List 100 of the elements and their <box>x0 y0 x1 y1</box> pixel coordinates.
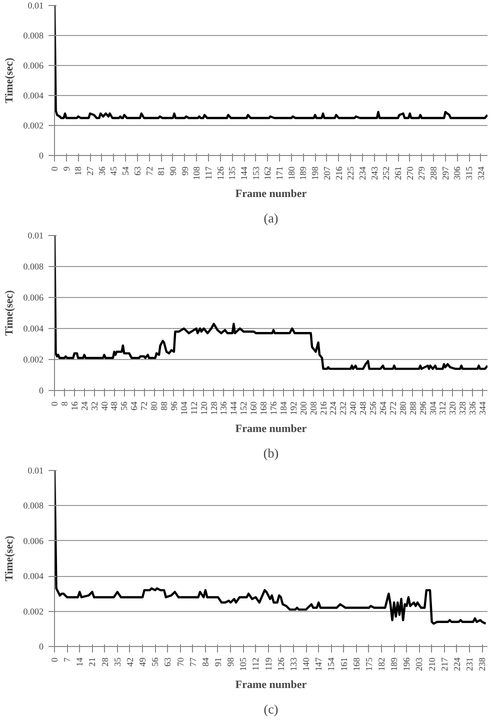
x-tick-label: 81 <box>156 166 166 176</box>
x-tick-label: 64 <box>129 401 140 410</box>
y-tick-label: 0.006 <box>23 536 44 546</box>
x-tick-label: 14 <box>74 657 85 666</box>
x-tick-label: 0 <box>50 657 60 662</box>
x-axis-title: Frame number <box>235 679 307 691</box>
y-tick-label: 0.01 <box>28 466 44 476</box>
x-tick-label: 207 <box>322 166 332 180</box>
x-tick-label: 147 <box>314 657 324 671</box>
x-tick-label: 133 <box>288 657 298 671</box>
x-tick-label: 160 <box>248 401 259 415</box>
x-tick-label: 7 <box>62 657 72 662</box>
x-tick-label: 297 <box>440 166 450 180</box>
x-tick-label: 126 <box>276 657 286 671</box>
x-tick-label: 112 <box>250 657 261 671</box>
x-tick-label: 54 <box>120 166 131 176</box>
x-tick-label: 45 <box>108 166 119 176</box>
x-tick-label: 88 <box>158 401 169 410</box>
x-tick-label: 234 <box>357 166 368 180</box>
y-tick-label: 0.002 <box>23 120 44 130</box>
y-axis-title: Time(sec) <box>3 57 16 104</box>
x-tick-label: 56 <box>150 657 160 666</box>
x-tick-label: 98 <box>226 657 236 666</box>
x-tick-label: 16 <box>69 401 80 410</box>
y-axis-title: Time(sec) <box>3 535 16 582</box>
x-tick-label: 344 <box>478 401 488 415</box>
x-tick-label: 144 <box>239 166 250 180</box>
line-series <box>54 470 487 625</box>
x-tick-label: 198 <box>310 166 320 180</box>
x-tick-label: 304 <box>428 401 438 415</box>
x-tick-label: 120 <box>198 401 209 415</box>
x-tick-label: 80 <box>149 401 160 410</box>
x-tick-label: 270 <box>404 166 415 180</box>
x-tick-label: 238 <box>477 657 488 671</box>
line-series <box>54 6 488 120</box>
x-tick-label: 189 <box>389 657 400 671</box>
x-tick-label: 56 <box>119 401 130 410</box>
x-tick-label: 180 <box>286 166 296 180</box>
x-tick-label: 216 <box>318 401 328 415</box>
x-tick-label: 99 <box>180 166 190 176</box>
x-tick-label: 0 <box>50 166 60 171</box>
x-tick-label: 154 <box>326 657 336 671</box>
x-tick-label: 312 <box>438 402 448 415</box>
x-tick-label: 48 <box>109 401 120 410</box>
x-tick-label: 28 <box>100 657 110 666</box>
x-tick-label: 216 <box>334 166 344 180</box>
y-tick-label: 0.002 <box>23 606 44 616</box>
x-tick-label: 42 <box>124 658 135 666</box>
x-tick-label: 91 <box>213 658 223 666</box>
x-tick-label: 161 <box>338 658 349 671</box>
x-tick-label: 144 <box>228 401 239 415</box>
x-tick-label: 296 <box>418 401 428 415</box>
x-tick-label: 225 <box>346 166 356 180</box>
x-tick-label: 0 <box>50 401 60 406</box>
y-tick-label: 0.002 <box>23 354 44 364</box>
y-tick-label: 0.004 <box>23 90 44 100</box>
x-tick-label: 182 <box>376 658 386 671</box>
x-tick-label: 231 <box>464 658 475 671</box>
x-tick-label: 256 <box>368 401 378 415</box>
x-tick-label: 117 <box>203 166 214 180</box>
x-tick-label: 306 <box>452 166 462 180</box>
x-tick-label: 36 <box>96 166 107 176</box>
y-tick-label: 0.004 <box>23 324 44 334</box>
x-tick-label: 84 <box>200 657 210 666</box>
x-tick-label: 217 <box>439 657 450 671</box>
x-tick-label: 168 <box>351 657 362 671</box>
x-tick-label: 152 <box>238 402 249 415</box>
x-tick-label: 70 <box>175 657 186 666</box>
x-tick-label: 288 <box>408 401 418 415</box>
x-tick-label: 208 <box>308 401 318 415</box>
y-tick-label: 0 <box>39 150 44 160</box>
text: (b) <box>263 446 279 460</box>
x-tick-label: 272 <box>388 402 398 415</box>
x-tick-label: 196 <box>402 657 412 671</box>
x-tick-label: 280 <box>398 401 408 415</box>
x-tick-label: 90 <box>168 166 178 176</box>
x-tick-label: 63 <box>132 166 142 176</box>
y-tick-label: 0.008 <box>23 500 44 511</box>
y-tick-label: 0.008 <box>23 262 44 272</box>
x-tick-label: 8 <box>59 401 70 406</box>
x-tick-label: 261 <box>393 166 404 180</box>
x-tick-label: 328 <box>458 401 468 415</box>
x-tick-label: 104 <box>178 401 189 415</box>
y-tick-label: 0.004 <box>23 571 44 582</box>
x-tick-label: 119 <box>263 657 274 671</box>
x-tick-label: 72 <box>139 402 150 410</box>
x-tick-label: 128 <box>208 401 219 415</box>
x-tick-label: 224 <box>328 401 338 415</box>
x-tick-label: 279 <box>416 166 427 180</box>
x-tick-label: 162 <box>262 166 273 180</box>
x-axis-title: Frame number <box>235 188 307 200</box>
x-tick-label: 240 <box>348 401 358 415</box>
x-tick-label: 153 <box>250 166 261 180</box>
x-tick-label: 175 <box>364 657 374 671</box>
line-series <box>54 236 488 370</box>
x-tick-label: 32 <box>89 402 100 410</box>
x-tick-label: 136 <box>218 401 229 415</box>
x-tick-label: 315 <box>464 166 474 180</box>
x-tick-label: 176 <box>268 401 278 415</box>
x-tick-label: 63 <box>162 657 173 666</box>
